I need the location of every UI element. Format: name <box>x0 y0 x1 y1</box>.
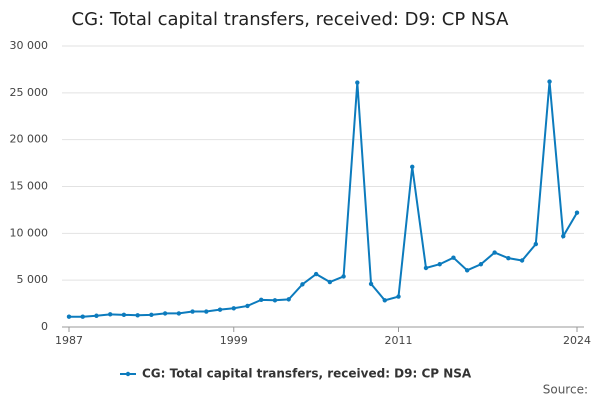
data-point <box>80 314 85 319</box>
data-point <box>135 313 140 318</box>
y-tick-label: 25 000 <box>10 86 49 99</box>
data-point <box>190 309 195 314</box>
legend-marker <box>125 371 131 377</box>
data-point <box>355 80 360 85</box>
data-point <box>313 271 319 277</box>
data-point <box>272 298 278 303</box>
data-point <box>176 311 182 316</box>
x-tick-label: 1999 <box>220 334 248 347</box>
x-tick-label: 2011 <box>385 334 413 347</box>
data-point <box>204 309 209 314</box>
y-tick-label: 20 000 <box>10 133 49 146</box>
data-point <box>259 297 264 303</box>
chart-title: CG: Total capital transfers, received: D… <box>72 9 510 30</box>
data-point <box>286 297 291 302</box>
data-point <box>327 279 333 285</box>
data-point <box>533 241 539 247</box>
data-point <box>341 274 346 279</box>
data-point <box>478 262 484 267</box>
y-tick-label: 10 000 <box>10 226 49 239</box>
data-point <box>423 265 429 271</box>
data-point <box>300 282 305 287</box>
y-tick-label: 5 000 <box>17 273 49 286</box>
data-point <box>245 303 250 309</box>
series-line <box>69 81 578 318</box>
y-tick-label: 30 000 <box>10 39 49 52</box>
data-point <box>574 210 580 215</box>
data-point <box>561 233 566 239</box>
data-point <box>66 314 72 319</box>
data-point <box>519 258 525 263</box>
data-point <box>107 312 113 317</box>
x-tick-label: 1987 <box>55 334 83 347</box>
data-point <box>464 268 470 273</box>
data-point <box>368 281 374 287</box>
y-tick-label: 15 000 <box>10 180 49 193</box>
data-point <box>437 262 442 267</box>
data-point <box>121 312 127 318</box>
data-point <box>231 306 236 311</box>
data-point <box>396 294 401 299</box>
data-point <box>547 79 552 84</box>
data-point <box>217 307 223 312</box>
data-point <box>492 250 497 255</box>
data-point <box>162 311 168 316</box>
data-point <box>149 312 154 318</box>
data-point <box>382 298 387 303</box>
source: Source: <box>543 383 588 397</box>
x-tick-label: 2024 <box>563 334 591 347</box>
data-point <box>94 313 99 318</box>
legend-label: CG: Total capital transfers, received: D… <box>142 367 472 381</box>
data-point <box>410 164 415 170</box>
data-point <box>506 255 511 261</box>
y-tick-label: 0 <box>41 320 48 333</box>
data-point <box>451 255 456 260</box>
